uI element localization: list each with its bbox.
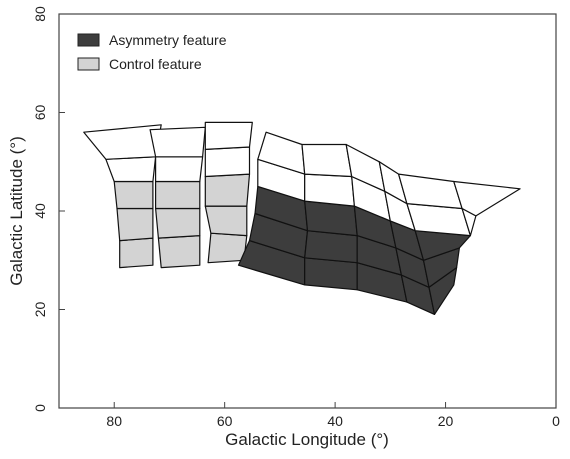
x-tick-label: 20 — [438, 413, 454, 429]
y-tick-label: 20 — [32, 302, 48, 318]
x-tick-label: 60 — [217, 413, 233, 429]
grid-cell-other — [149, 126, 206, 158]
legend-swatch-asymmetry — [77, 33, 100, 47]
grid-cell-control — [119, 237, 154, 269]
grid-cell-other — [304, 173, 355, 207]
grid-cell-other — [301, 143, 353, 178]
grid-cell-other — [155, 156, 204, 183]
grid-cell-control — [116, 207, 154, 242]
grid-cell-control — [155, 180, 201, 210]
legend-swatch-control — [77, 57, 100, 71]
legend-label-asymmetry: Asymmetry feature — [109, 32, 227, 48]
grid-cell-control — [155, 207, 201, 239]
legend-label-control: Control feature — [109, 56, 202, 72]
y-tick-label: 60 — [32, 105, 48, 121]
x-tick-label: 40 — [327, 413, 343, 429]
x-tick-label: 80 — [106, 413, 122, 429]
y-tick-label: 40 — [32, 203, 48, 219]
y-axis: 0 20 40 60 80 — [32, 6, 65, 412]
y-tick-label: 80 — [32, 6, 48, 22]
grid-cell-asymmetry — [304, 257, 358, 291]
y-tick-label: 0 — [32, 404, 48, 412]
grid-cell-control — [157, 235, 201, 269]
x-axis: 80 60 40 20 0 — [106, 402, 560, 429]
y-axis-label: Galactic Latitude (°) — [7, 136, 26, 285]
grid-cell-other — [83, 124, 162, 160]
grid-cell-other — [204, 146, 251, 178]
grid-cell-asymmetry — [304, 230, 358, 264]
x-tick-label: 0 — [552, 413, 560, 429]
cells-layer — [83, 121, 521, 315]
grid-cell-control — [204, 205, 248, 237]
grid-cell-control — [204, 173, 251, 207]
grid-cell-control — [113, 180, 154, 210]
grid-cell-other — [398, 173, 463, 210]
grid-cell-other — [105, 156, 157, 183]
grid-cell-other — [453, 180, 521, 217]
legend: Asymmetry feature Control feature — [77, 32, 227, 72]
grid-cell-other — [204, 121, 253, 150]
x-axis-label: Galactic Longitude (°) — [225, 430, 389, 449]
grid-cell-asymmetry — [304, 200, 358, 237]
